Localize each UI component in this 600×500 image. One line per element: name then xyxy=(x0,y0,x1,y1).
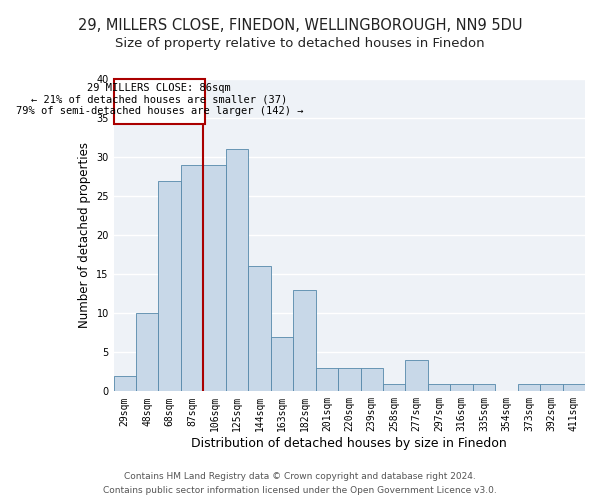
Text: ← 21% of detached houses are smaller (37): ← 21% of detached houses are smaller (37… xyxy=(31,94,287,104)
Bar xyxy=(226,150,248,392)
Bar xyxy=(473,384,495,392)
Bar xyxy=(406,360,428,392)
Y-axis label: Number of detached properties: Number of detached properties xyxy=(77,142,91,328)
Text: Size of property relative to detached houses in Finedon: Size of property relative to detached ho… xyxy=(115,38,485,51)
Bar xyxy=(293,290,316,392)
Text: 29, MILLERS CLOSE, FINEDON, WELLINGBOROUGH, NN9 5DU: 29, MILLERS CLOSE, FINEDON, WELLINGBOROU… xyxy=(78,18,522,32)
Bar xyxy=(181,165,203,392)
Bar xyxy=(248,266,271,392)
Bar xyxy=(316,368,338,392)
Bar xyxy=(518,384,540,392)
Bar xyxy=(271,336,293,392)
Bar xyxy=(361,368,383,392)
Bar xyxy=(338,368,361,392)
Text: 29 MILLERS CLOSE: 86sqm: 29 MILLERS CLOSE: 86sqm xyxy=(88,84,231,94)
Bar xyxy=(451,384,473,392)
Bar xyxy=(540,384,563,392)
Bar xyxy=(203,165,226,392)
Bar xyxy=(383,384,406,392)
X-axis label: Distribution of detached houses by size in Finedon: Distribution of detached houses by size … xyxy=(191,437,507,450)
Bar xyxy=(113,376,136,392)
Text: Contains HM Land Registry data © Crown copyright and database right 2024.: Contains HM Land Registry data © Crown c… xyxy=(124,472,476,481)
FancyBboxPatch shape xyxy=(113,79,205,124)
Text: Contains public sector information licensed under the Open Government Licence v3: Contains public sector information licen… xyxy=(103,486,497,495)
Text: 79% of semi-detached houses are larger (142) →: 79% of semi-detached houses are larger (… xyxy=(16,106,303,116)
Bar xyxy=(428,384,451,392)
Bar xyxy=(563,384,585,392)
Bar xyxy=(158,180,181,392)
Bar xyxy=(136,313,158,392)
